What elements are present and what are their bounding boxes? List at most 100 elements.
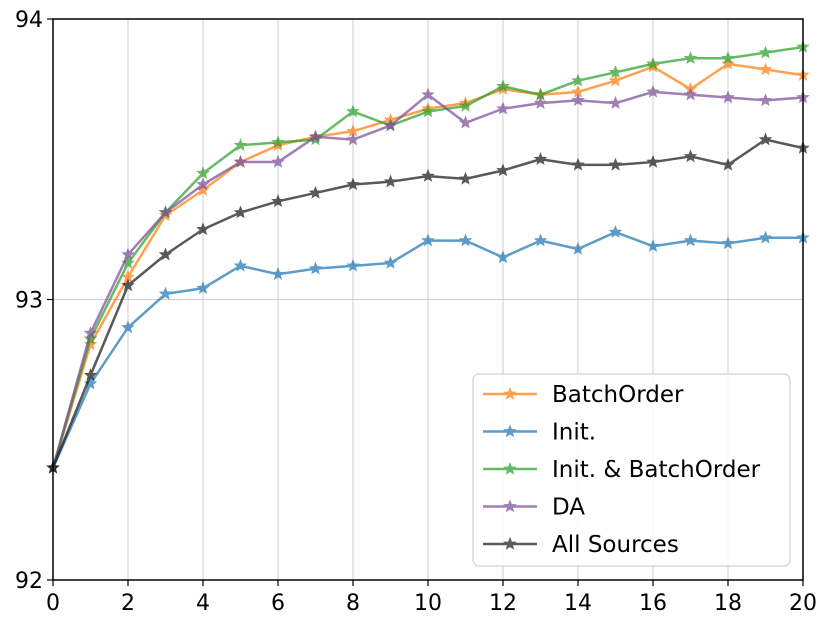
data-point	[196, 166, 210, 180]
data-point	[646, 84, 660, 98]
legend-swatch	[483, 499, 537, 513]
x-tick-label: 18	[714, 591, 742, 616]
data-point	[758, 132, 773, 146]
data-point	[196, 281, 210, 295]
legend-label: DA	[552, 495, 585, 521]
data-point	[233, 258, 248, 272]
legend-box	[472, 373, 791, 567]
legend-marker	[503, 536, 517, 550]
data-point	[496, 101, 510, 115]
data-point	[533, 152, 548, 165]
data-point	[271, 194, 285, 208]
data-point	[683, 233, 698, 247]
data-point	[346, 132, 360, 146]
data-point	[83, 326, 98, 339]
x-tick-label: 6	[271, 591, 285, 616]
data-point	[758, 230, 773, 244]
data-point	[458, 233, 473, 247]
data-point	[533, 233, 548, 247]
legend-label: BatchOrder	[552, 382, 684, 408]
data-point	[646, 56, 660, 70]
legend-swatch	[483, 461, 537, 475]
data-point	[721, 236, 735, 250]
data-point	[83, 376, 98, 390]
data-point	[683, 149, 698, 163]
data-point	[346, 258, 360, 272]
data-point	[121, 278, 135, 292]
data-point	[158, 205, 173, 219]
data-point	[496, 79, 510, 93]
legend-marker	[503, 461, 517, 475]
data-point	[421, 168, 435, 182]
data-point	[383, 118, 398, 132]
data-point	[271, 154, 285, 168]
data-point	[83, 368, 98, 381]
data-point	[196, 222, 210, 236]
data-point	[421, 104, 435, 118]
data-point	[758, 62, 773, 76]
x-tick-label: 8	[346, 591, 360, 616]
data-point	[758, 93, 773, 107]
data-point	[233, 205, 248, 219]
data-point	[308, 185, 323, 199]
data-point	[721, 51, 735, 65]
data-point	[608, 96, 623, 109]
legend-swatch	[483, 424, 537, 438]
data-point	[233, 154, 248, 168]
data-point	[121, 320, 135, 334]
y-tick-label: 92	[15, 569, 43, 594]
data-point	[83, 331, 98, 345]
data-point	[721, 90, 735, 104]
data-point	[308, 129, 323, 143]
data-point	[346, 104, 360, 118]
legend-entry-init: Init.	[483, 420, 596, 446]
data-point	[496, 163, 510, 177]
legend-swatch	[483, 536, 537, 550]
legend-marker	[503, 499, 517, 513]
data-point	[458, 98, 473, 112]
x-tick-label: 4	[196, 591, 210, 616]
data-point	[158, 247, 173, 261]
data-point	[721, 157, 735, 171]
data-point	[271, 135, 285, 149]
data-point	[458, 171, 473, 185]
data-point	[271, 267, 285, 280]
legend-label: All Sources	[552, 532, 679, 558]
data-point	[646, 154, 660, 168]
data-point	[121, 247, 135, 261]
data-point	[458, 115, 473, 129]
legend-entry-all-sources: All Sources	[483, 532, 679, 558]
data-point	[383, 174, 398, 188]
data-point	[421, 87, 435, 101]
data-point	[421, 233, 435, 247]
legend-entry-batchorder: BatchOrder	[483, 382, 684, 408]
legend: BatchOrder Init. Init. & BatchOrder DA All S…	[472, 373, 791, 567]
data-point	[646, 239, 660, 252]
series-layer	[46, 39, 810, 474]
legend-entry-da: DA	[483, 495, 585, 521]
x-tick-label: 2	[121, 591, 135, 616]
legend-swatch	[483, 386, 537, 400]
x-tick-label: 10	[414, 591, 442, 616]
data-point	[158, 286, 173, 300]
data-point	[571, 241, 585, 255]
x-tick-label: 14	[564, 591, 592, 616]
axis-ticks: 0 2 4 6 8 10 12 14 16 18 20 92 93 94	[15, 8, 817, 616]
legend-label: Init.	[552, 420, 596, 446]
data-point	[608, 65, 623, 79]
data-point	[683, 51, 698, 65]
data-point	[608, 73, 623, 87]
data-point	[608, 225, 623, 238]
data-point	[608, 157, 623, 171]
data-point	[571, 93, 585, 107]
data-point	[346, 177, 360, 191]
data-point	[196, 177, 210, 191]
legend-marker	[503, 386, 517, 400]
data-point	[758, 45, 773, 59]
y-tick-label: 94	[15, 8, 43, 33]
data-point	[308, 261, 323, 275]
x-tick-label: 20	[789, 591, 817, 616]
x-tick-label: 12	[489, 591, 517, 616]
data-point	[533, 96, 548, 109]
